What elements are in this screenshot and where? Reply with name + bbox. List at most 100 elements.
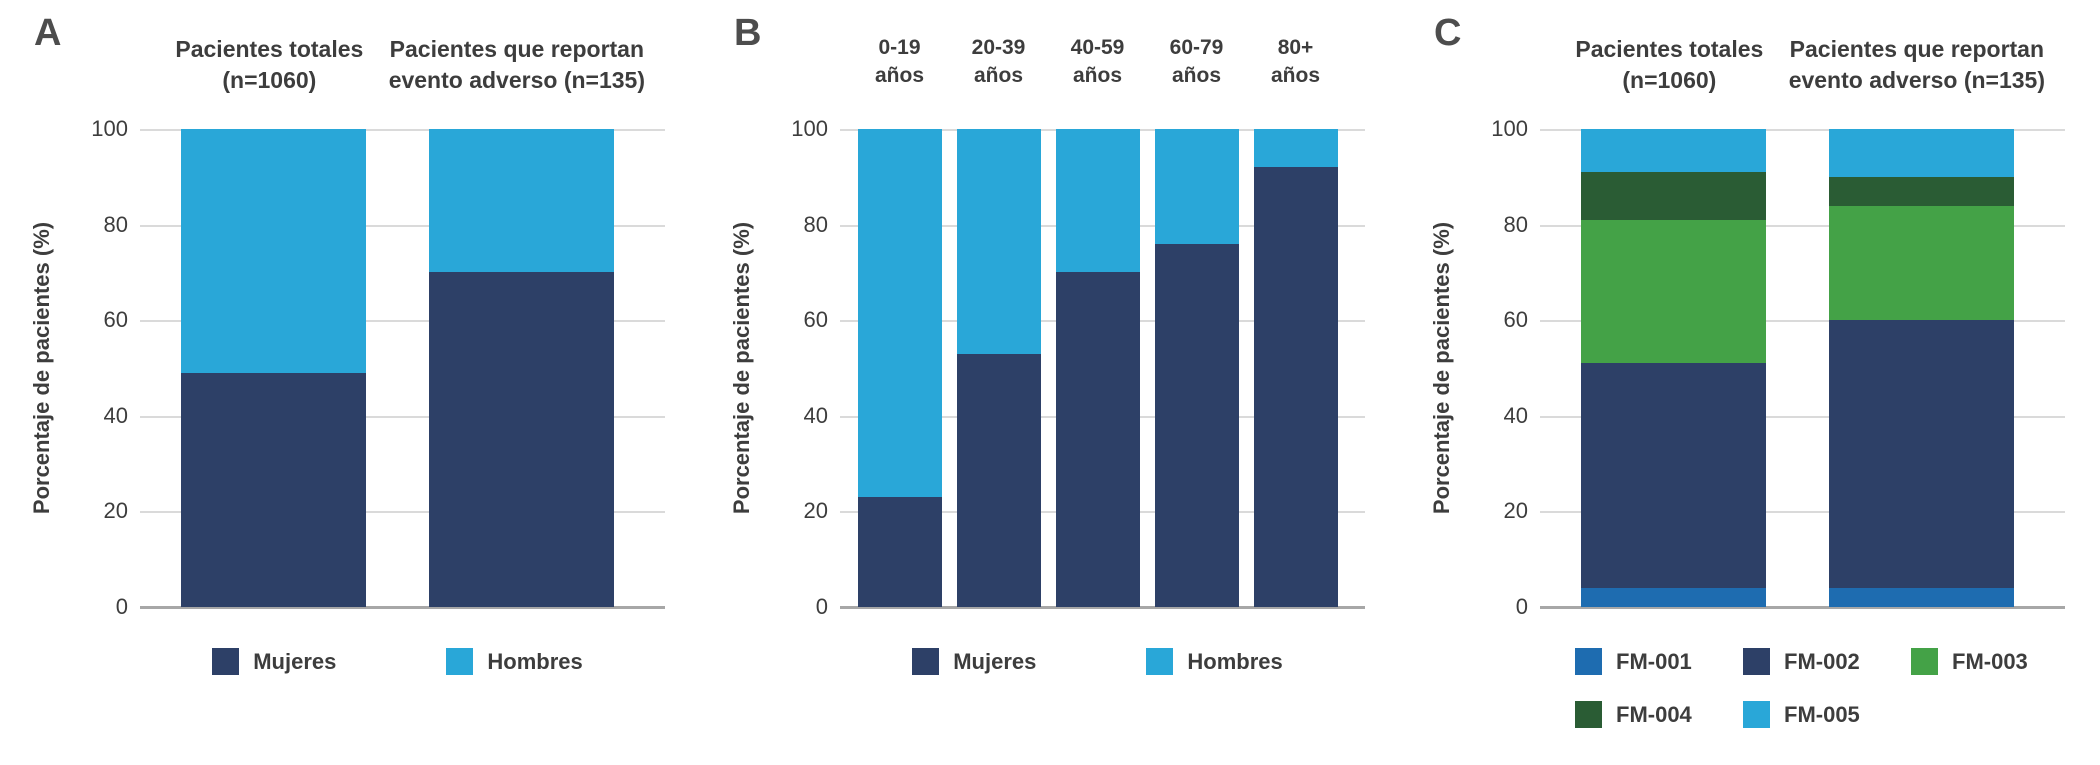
legend: FM-001 FM-002 FM-003 FM-004 FM-005: [1575, 648, 2085, 728]
bar-slot: [1550, 129, 1798, 607]
category-titles: Pacientes totales (n=1060) Pacientes que r…: [150, 34, 645, 96]
bar-segment-fm-001: [1828, 587, 2014, 607]
bar-segment-hombres: [857, 129, 942, 498]
legend-label: Hombres: [487, 648, 583, 674]
category-title-line: Pacientes que reportan: [389, 36, 645, 62]
category-title-line: Pacientes que reportan: [1789, 36, 2045, 62]
bar-segment-hombres: [956, 129, 1041, 354]
bar-segment-fm-001: [1581, 587, 1767, 607]
y-axis-label: Porcentaje de pacientes (%): [1429, 221, 1454, 515]
panel-b: B Porcentaje de pacientes (%) 0 20 40 60 80 100…: [700, 0, 1400, 765]
y-tick-label: 80: [103, 211, 128, 237]
plot-area: 0 20 40 60 80 100: [791, 118, 1365, 618]
y-tick-label: 60: [103, 307, 128, 333]
y-tick-label: 20: [1503, 498, 1528, 524]
bar-segment-hombres: [428, 129, 614, 273]
gridline: [1540, 511, 2065, 514]
category-title-line: 40-59: [1070, 36, 1125, 59]
bar-segment-mujeres: [1253, 167, 1338, 607]
bars-container: [1550, 129, 2045, 607]
bar-segment-fm-002: [1581, 363, 1767, 588]
category-title: Pacientes totales (n=1060): [1550, 34, 1789, 96]
category-title-line: años: [973, 64, 1023, 88]
legend-swatch: [1575, 648, 1602, 675]
stacked-bar: [956, 129, 1041, 607]
bar-slot: [850, 129, 949, 607]
plot-area: 0 20 40 60 80 100: [1491, 118, 2065, 618]
bar-segment-mujeres: [428, 272, 614, 607]
legend-swatch: [446, 648, 474, 675]
y-tick-label: 80: [1503, 211, 1528, 237]
legend-item-fm-001: FM-001: [1575, 648, 1743, 675]
category-titles: Pacientes totales (n=1060) Pacientes que r…: [1550, 34, 2045, 96]
y-tick-label: 40: [103, 402, 128, 428]
category-title-line: 60-79: [1169, 36, 1224, 59]
y-tick-label: 20: [803, 498, 828, 524]
legend-swatch: [1575, 701, 1602, 728]
category-title-line: años: [1270, 64, 1320, 88]
category-title-line: (n=1060): [1622, 67, 1717, 94]
legend-item-hombres: Hombres: [446, 648, 583, 675]
legend-swatch: [212, 648, 240, 675]
y-axis-label: Porcentaje de pacientes (%): [29, 221, 54, 515]
x-axis-baseline: [140, 606, 665, 609]
bar-segment-fm-005: [1828, 129, 2014, 177]
category-title: Pacientes que reportan evento adverso (n=…: [389, 34, 645, 96]
category-title-line: evento adverso (n=135): [1788, 67, 2045, 94]
y-tick-label: 0: [115, 594, 128, 619]
bar-slot: [1048, 129, 1147, 607]
panel-letter: C: [1434, 12, 1462, 54]
bar-segment-hombres: [1154, 129, 1239, 244]
bars-container: [850, 129, 1345, 607]
bar-segment-hombres: [181, 129, 367, 373]
legend-label: Mujeres: [953, 648, 1037, 674]
stacked-bar: [857, 129, 942, 607]
bar-slot: [949, 129, 1048, 607]
bar-segment-mujeres: [956, 353, 1041, 607]
stacked-bar: [428, 129, 614, 607]
category-title-line: 0-19: [878, 36, 921, 59]
legend-item-fm-003: FM-003: [1911, 648, 2079, 675]
legend-item-mujeres: Mujeres: [212, 648, 336, 675]
bar-slot: [150, 129, 398, 607]
legend: Mujeres Hombres: [150, 648, 645, 675]
category-title: 0-19 años: [850, 34, 949, 91]
legend-item-mujeres: Mujeres: [912, 648, 1036, 675]
legend-swatch: [1146, 648, 1174, 675]
y-tick-label: 0: [815, 594, 828, 619]
category-title-line: Pacientes totales: [1575, 36, 1764, 62]
y-axis-label: Porcentaje de pacientes (%): [729, 221, 754, 515]
bar-segment-hombres: [1055, 129, 1140, 273]
category-titles: 0-19 años 20-39 años 40-59 años 60-79 años 80+ añ…: [850, 34, 1345, 91]
category-title-line: años: [874, 64, 924, 88]
category-title: Pacientes que reportan evento adverso (n=…: [1789, 34, 2045, 96]
gridline: [140, 511, 665, 514]
legend: Mujeres Hombres: [850, 648, 1345, 675]
stacked-bar: [1253, 129, 1338, 607]
bar-slot: [1798, 129, 2046, 607]
legend-item-fm-005: FM-005: [1743, 701, 1911, 728]
legend-swatch: [1743, 701, 1770, 728]
category-title-line: Pacientes totales: [175, 36, 364, 62]
panel-a: A Porcentaje de pacientes (%) 0 20 40 60 80 100…: [0, 0, 700, 765]
gridline: [140, 415, 665, 418]
gridline: [140, 224, 665, 227]
legend-label: Hombres: [1187, 648, 1283, 674]
bar-segment-fm-004: [1581, 172, 1767, 220]
y-tick-label: 20: [103, 498, 128, 524]
legend-swatch: [1743, 648, 1770, 675]
gridline: [1540, 415, 2065, 418]
bar-segment-hombres: [1253, 129, 1338, 168]
bar-segment-fm-004: [1828, 176, 2014, 206]
category-title-line: (n=1060): [222, 67, 317, 94]
y-tick-label: 0: [1515, 594, 1528, 619]
y-tick-label: 40: [803, 402, 828, 428]
gridline: [1540, 224, 2065, 227]
gridline: [140, 320, 665, 323]
legend-item-hombres: Hombres: [1146, 648, 1283, 675]
legend-label: FM-002: [1784, 648, 1860, 674]
category-title-line: años: [1171, 64, 1221, 88]
category-title-line: años: [1072, 64, 1122, 88]
bars-container: [150, 129, 645, 607]
bar-segment-fm-003: [1581, 219, 1767, 364]
